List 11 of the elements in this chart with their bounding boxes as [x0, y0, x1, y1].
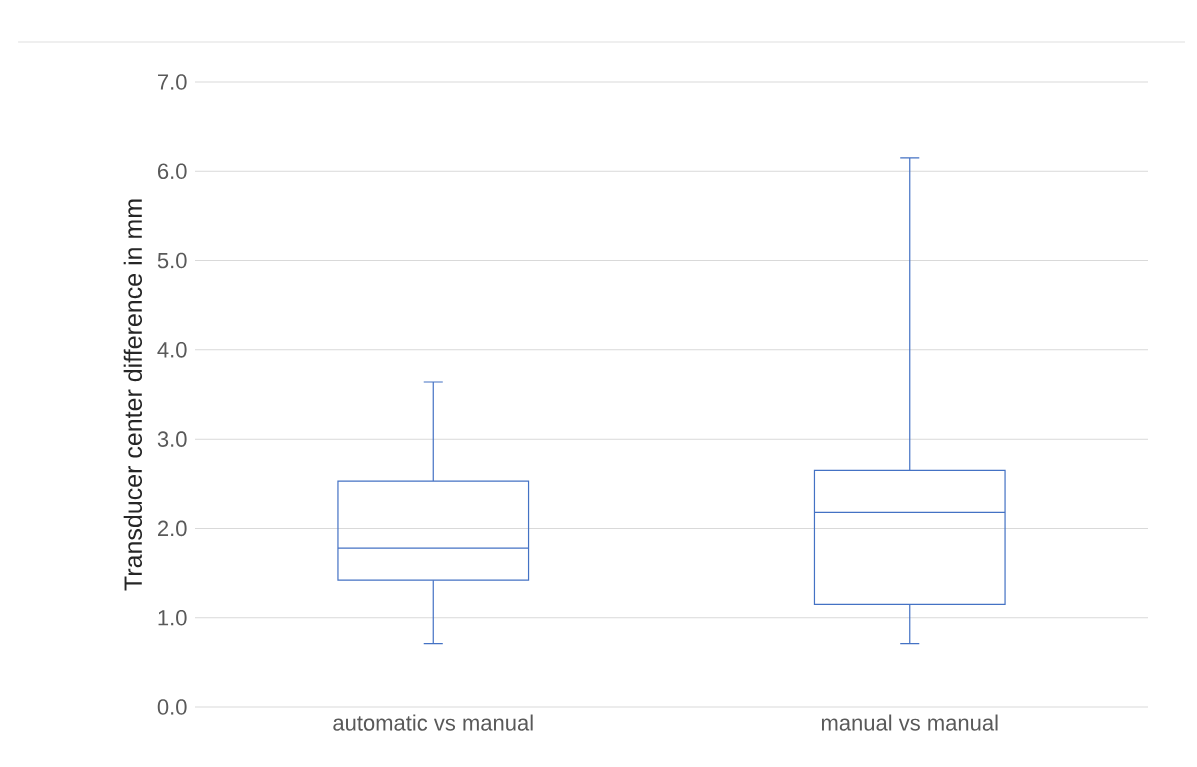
y-tick-label: 0.0 — [157, 699, 187, 715]
y-tick-label: 6.0 — [158, 163, 187, 180]
y-tick-label: 3.0 — [157, 431, 187, 447]
y-tick-label: 2.0 — [158, 520, 187, 537]
y-tick-label: 1.0 — [158, 609, 187, 626]
x-tick-label: manual vs manual — [821, 714, 998, 731]
y-axis-title: Transducer center difference in mm — [123, 199, 143, 591]
y-tick-label: 7.0 — [158, 74, 187, 90]
x-tick-label: automatic vs manual — [333, 714, 533, 731]
y-tick-label: 4.0 — [157, 342, 187, 358]
y-tick-label: 5.0 — [157, 252, 187, 269]
